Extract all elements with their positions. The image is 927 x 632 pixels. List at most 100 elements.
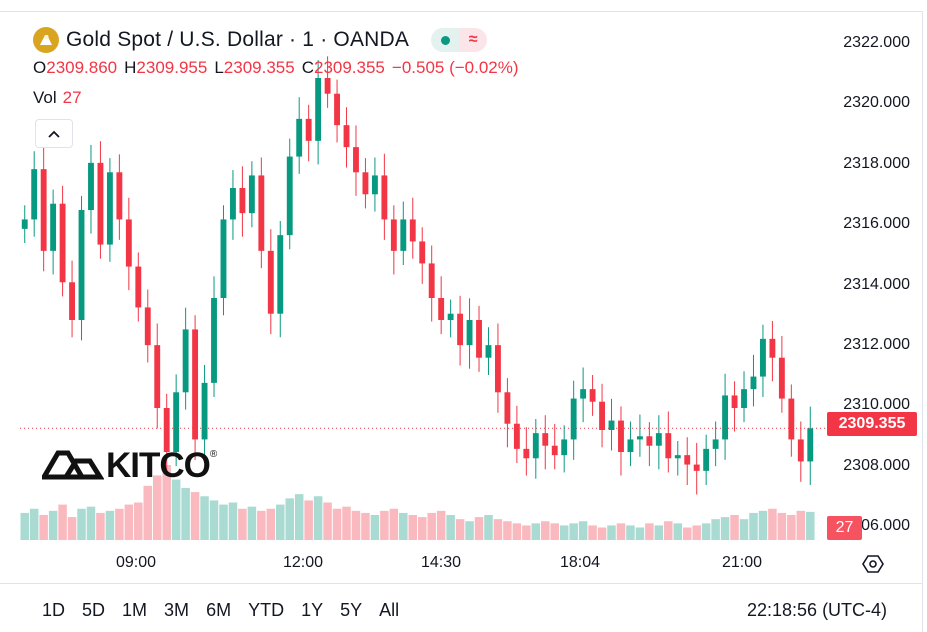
candle-body xyxy=(674,455,681,459)
gold-symbol-icon[interactable] xyxy=(33,27,59,53)
time-axis-label: 18:04 xyxy=(559,554,601,571)
volume-tag: 27 xyxy=(827,516,862,540)
candle-body xyxy=(608,420,615,430)
volume-bar xyxy=(427,512,436,540)
kitco-wordmark: KITCO xyxy=(106,446,211,485)
open-key: O xyxy=(33,58,47,77)
candle-body xyxy=(211,298,217,383)
candle-body xyxy=(760,338,766,377)
volume-bar xyxy=(806,511,815,540)
candle-body xyxy=(78,210,85,320)
range-5d-button[interactable]: 5D xyxy=(82,600,106,620)
candle-body xyxy=(248,175,255,214)
candle-body xyxy=(400,219,407,251)
volume-bar xyxy=(645,523,654,540)
range-1m-button[interactable]: 1M xyxy=(122,600,148,620)
volume-bar xyxy=(96,512,105,540)
candle-body xyxy=(286,156,293,236)
volume-bar xyxy=(749,512,758,540)
high-value: 2309.955 xyxy=(136,58,208,77)
candle-body xyxy=(334,93,340,126)
close-value: 2309.355 xyxy=(313,58,385,77)
candle-body xyxy=(788,398,795,440)
candle-body xyxy=(712,439,719,449)
price-axis-label: 2310.000 xyxy=(843,396,910,413)
chart-settings-button[interactable] xyxy=(860,551,886,577)
volume-bar xyxy=(380,510,389,540)
candle-body xyxy=(40,169,47,251)
settings-hexagon-icon xyxy=(862,555,884,573)
volume-legend: Vol 27 xyxy=(33,88,82,108)
candle-body xyxy=(495,345,501,393)
last-price-tag[interactable]: 2309.355 xyxy=(827,412,917,436)
candle-body xyxy=(59,203,66,283)
candle-body xyxy=(173,392,180,452)
candle-body xyxy=(88,162,94,210)
candle-body xyxy=(239,188,246,214)
kitco-watermark: KITCO ® xyxy=(42,447,217,485)
symbol-title[interactable]: Gold Spot / U.S. Dollar · 1 · OANDA xyxy=(66,28,410,51)
volume-bar xyxy=(787,515,796,540)
collapse-legend-button[interactable] xyxy=(35,119,73,148)
volume-bar xyxy=(664,521,673,540)
volume-bar xyxy=(465,521,474,540)
candle-body xyxy=(362,172,369,195)
volume-bar xyxy=(531,523,541,540)
approx-data-indicator[interactable]: ≈ xyxy=(459,28,488,52)
volume-bar xyxy=(711,519,720,540)
market-open-indicator[interactable] xyxy=(431,28,460,52)
volume-bar xyxy=(559,525,569,540)
market-status-pills[interactable]: ≈ xyxy=(431,28,488,52)
volume-bar xyxy=(342,506,351,540)
range-1d-button[interactable]: 1D xyxy=(42,600,66,620)
time-axis-label: 09:00 xyxy=(115,554,157,571)
volume-bar xyxy=(455,519,465,540)
candle-body xyxy=(570,398,577,440)
range-ytd-button[interactable]: YTD xyxy=(248,600,285,620)
candle-body xyxy=(343,125,350,148)
volume-bar xyxy=(20,512,29,540)
volume-bar xyxy=(313,496,323,540)
range-6m-button[interactable]: 6M xyxy=(206,600,232,620)
price-axis-label: 2308.000 xyxy=(843,457,910,474)
registered-mark: ® xyxy=(209,449,218,460)
volume-bar xyxy=(124,504,134,540)
volume-bar xyxy=(77,508,86,540)
candle-body xyxy=(476,320,482,358)
volume-bar xyxy=(247,506,257,540)
volume-bar xyxy=(266,508,276,540)
volume-bar xyxy=(758,510,768,540)
time-axis-label: 12:00 xyxy=(282,554,324,571)
candle-body xyxy=(636,436,643,440)
candle-body xyxy=(769,338,776,358)
volume-bar xyxy=(522,525,531,540)
range-all-button[interactable]: All xyxy=(379,600,400,620)
candle-body xyxy=(627,439,634,452)
candle-body xyxy=(31,169,38,220)
volume-bar xyxy=(257,510,266,540)
range-1y-button[interactable]: 1Y xyxy=(301,600,324,620)
candle-body xyxy=(665,433,672,459)
clock-timezone[interactable]: 22:18:56 (UTC-4) xyxy=(747,600,888,620)
volume-bar xyxy=(730,515,739,540)
candle-body xyxy=(106,172,113,245)
range-5y-button[interactable]: 5Y xyxy=(340,600,363,620)
volume-bar xyxy=(67,517,77,540)
candle-body xyxy=(741,389,747,408)
volume-bar xyxy=(399,512,408,540)
volume-bar xyxy=(200,496,209,540)
volume-bar xyxy=(739,519,749,540)
volume-bar xyxy=(796,510,806,540)
volume-bar xyxy=(152,475,162,540)
candle-body xyxy=(409,219,416,242)
price-axis-label: 2318.000 xyxy=(843,155,910,172)
approx-icon: ≈ xyxy=(468,31,478,48)
price-axis-label: 2322.000 xyxy=(843,34,910,51)
candle-body xyxy=(466,320,473,346)
volume-value: 27 xyxy=(62,88,82,107)
candle-body xyxy=(371,175,378,195)
range-3m-button[interactable]: 3M xyxy=(164,600,190,620)
volume-bar xyxy=(361,512,370,540)
candle-body xyxy=(778,357,785,399)
